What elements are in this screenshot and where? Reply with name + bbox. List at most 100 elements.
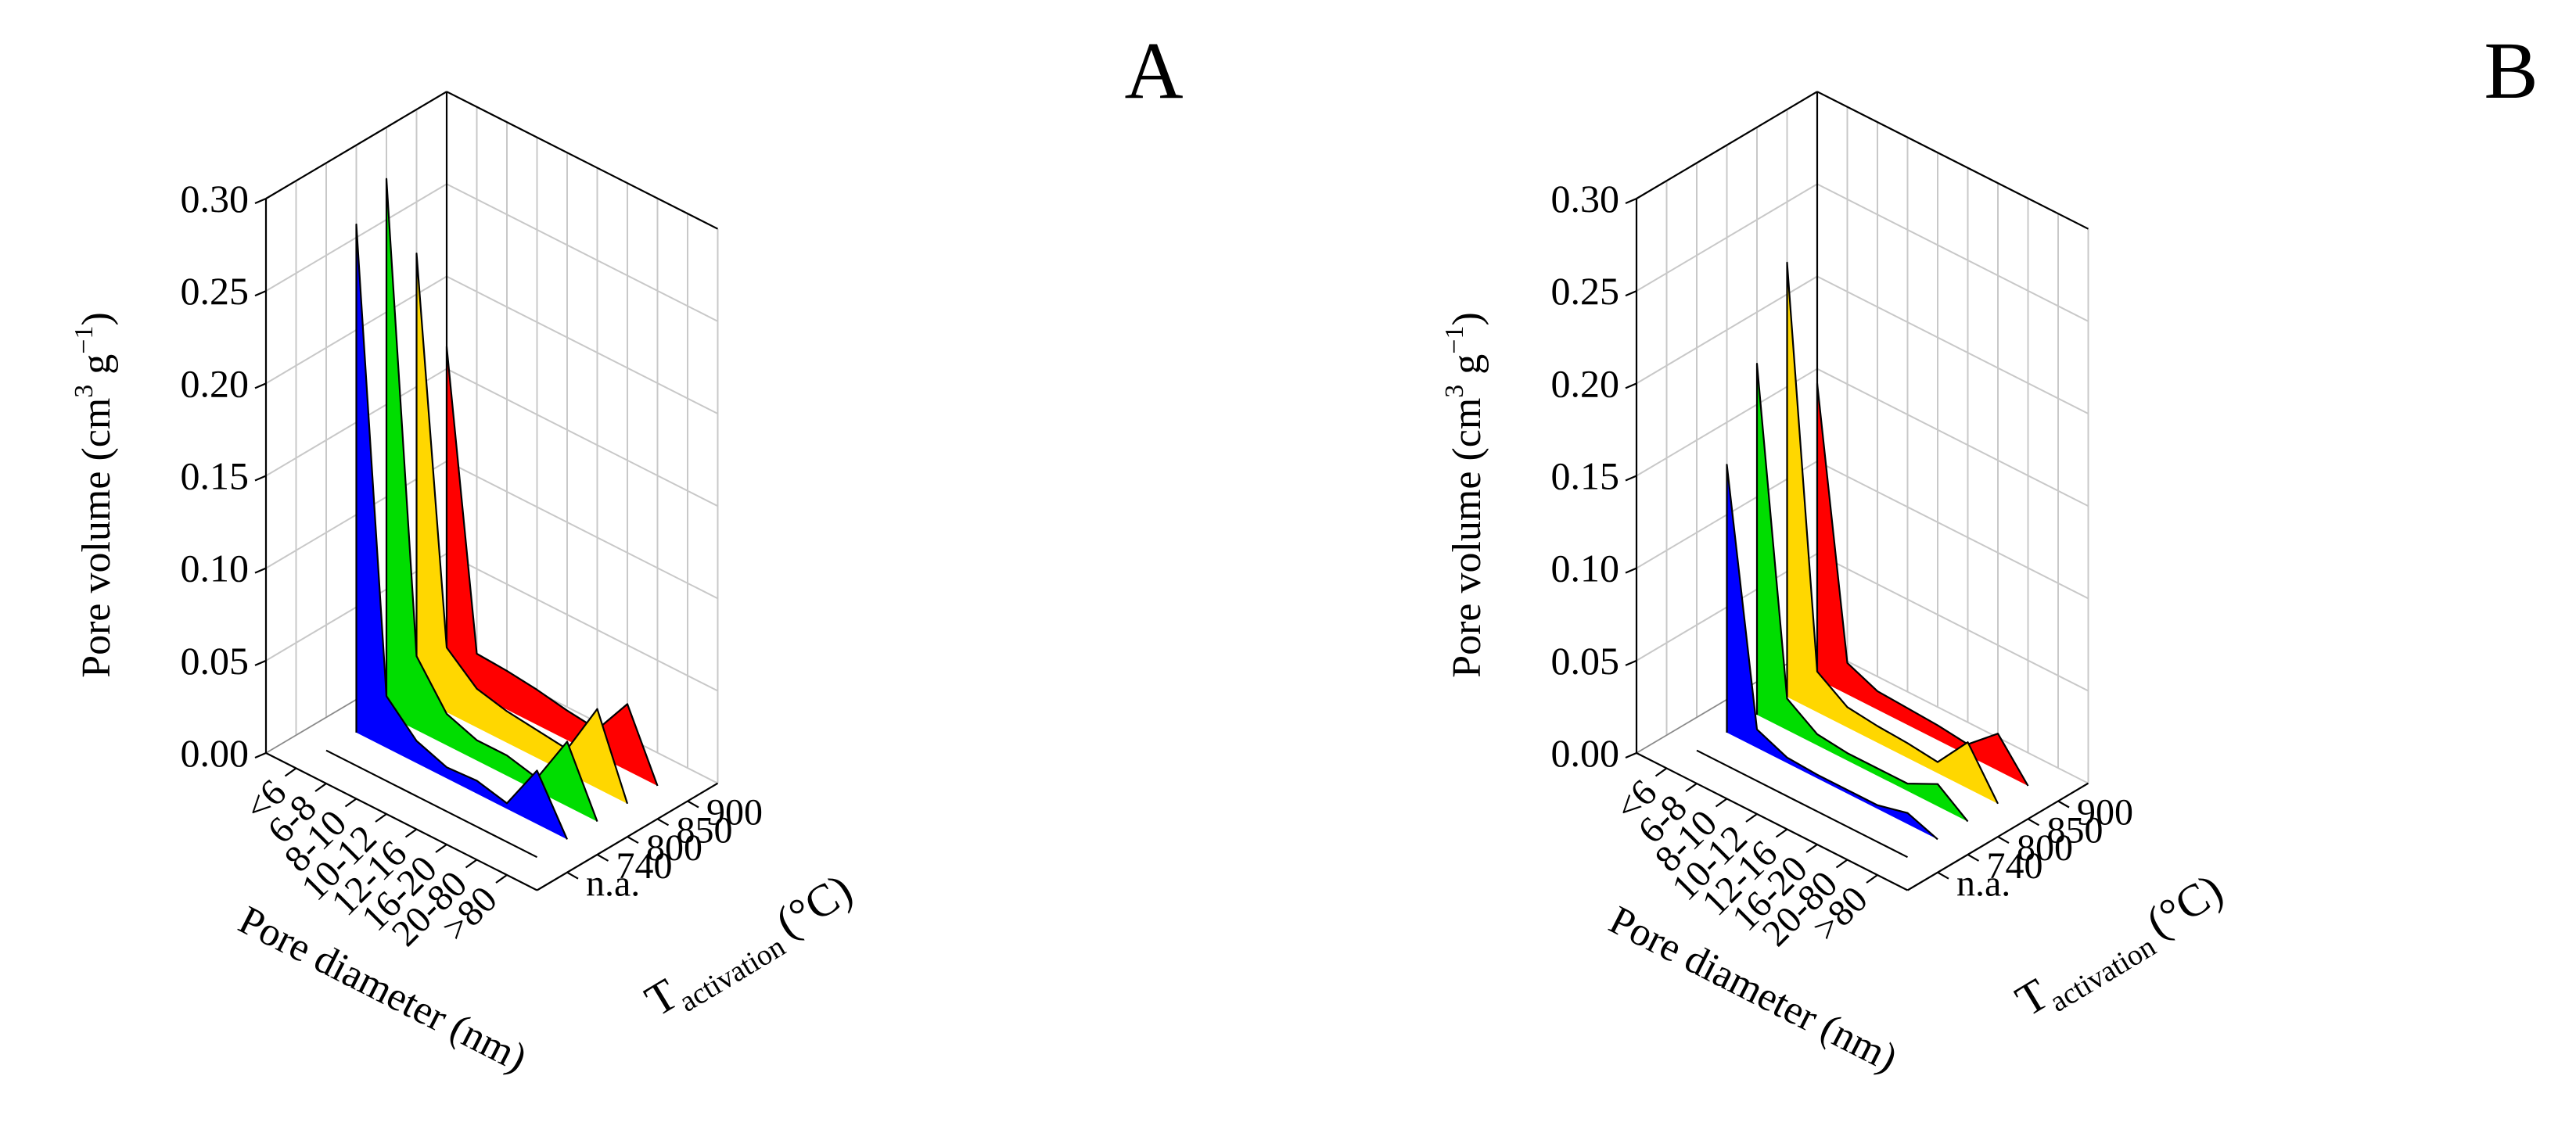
area-850 [416,253,627,804]
z-tick [254,197,267,205]
z-tick [254,475,267,482]
grid-line [446,275,718,414]
y-tick [2027,818,2040,827]
back-wall-grid [1636,91,2089,784]
grid-line [1816,275,2089,414]
z-tick [1625,197,1637,205]
series-850 [1786,261,1999,805]
z-tick-label: 0.30 [1551,177,1620,221]
z-tick [1625,567,1637,574]
z-tick-label: 0.15 [1551,454,1620,498]
z-axis-title-sup: 3 [70,385,99,398]
z-axis-title-sup: 3 [1440,385,1469,398]
y-tick [1937,871,1949,880]
z-axis-title-text: ) [74,312,119,325]
z-tick-label: 0.15 [181,454,250,498]
grid-line [446,553,718,692]
y-tick-label: 740 [1987,845,2043,887]
series-900 [1816,382,2029,787]
z-axis-title: Pore volume (cm3 g−1) [1440,312,1489,678]
series-line-900 [445,346,659,787]
chart-panel-b: 0.000.050.100.150.200.250.30<66-88-1010-… [1440,26,2538,1081]
grid-line [446,183,718,322]
z-tick [1625,382,1637,389]
grid-line [1816,368,2089,507]
grid-line [1816,553,2089,692]
y-tick-label: 740 [616,845,673,887]
x-axis [1636,752,1908,891]
series-line-900 [1816,382,2029,787]
x-tick [284,767,297,777]
z-tick [1625,475,1637,482]
y-tick [656,818,670,827]
x-tick [1775,828,1788,838]
area-900 [447,346,658,787]
grid-line [1816,645,2089,784]
x-tick [314,783,327,792]
series-line-800 [385,178,598,822]
z-axis-title-text: g [1445,354,1489,385]
y-tick [2057,800,2070,809]
z-axis-title-text: Pore volume (cm [74,398,119,678]
z-axis-title: Pore volume (cm3 g−1) [70,312,119,678]
y-axis-title: Tactivation (°C) [637,863,865,1032]
series-740 [1726,464,1938,841]
z-axis-title-text: g [74,354,119,385]
grid-line [446,368,718,507]
grid-line [446,460,718,600]
z-axis-title-sup: −1 [70,326,99,354]
y-tick-label: n.a. [586,863,640,905]
y-tick-label: 850 [2047,809,2104,851]
series-line-n.a. [1696,749,1908,859]
series-areas [325,178,659,859]
y-tick-label: 800 [646,827,702,869]
y-tick [566,871,579,880]
x-tick [1685,783,1698,792]
panel-label: A [1124,26,1183,116]
x-tick [1654,767,1668,777]
x-tick [1805,844,1818,853]
x-tick [404,828,418,838]
wall-edge [1636,91,1818,199]
y-tick-label: 850 [677,809,733,851]
series-n.a. [1696,749,1908,859]
y-tick-label: 900 [706,792,763,834]
grid-line [1816,183,2089,322]
x-tick [465,859,478,869]
z-tick [254,382,267,389]
z-tick-label: 0.05 [1551,639,1620,683]
chart-panel-a: 0.000.050.100.150.200.250.30<66-88-1010-… [70,26,1184,1081]
z-tick [254,290,267,297]
series-line-740 [355,223,569,840]
y-tick [1997,836,2010,844]
y-tick [1967,853,1980,862]
y-tick [627,836,639,844]
y-tick-label: 900 [2077,792,2133,834]
y-tick-label: 800 [2017,827,2073,869]
series-850 [415,253,629,805]
z-tick [1625,659,1637,666]
x-tick [435,844,447,853]
z-axis-title-text: Pore volume (cm [1445,398,1489,678]
z-tick-label: 0.25 [181,269,250,313]
z-tick [1625,290,1637,297]
series-line-850 [415,253,629,805]
x-tick [1715,798,1728,808]
z-tick-label: 0.20 [1551,361,1620,405]
series-n.a. [325,749,537,859]
series-line-n.a. [325,749,537,859]
z-tick-label: 0.20 [181,361,250,405]
z-tick [1625,751,1637,759]
series-line-800 [1755,363,1969,823]
y-axis-title-sub: activation [674,927,797,1019]
series-800 [385,178,598,822]
y-axis-title-sub: activation [2044,927,2168,1019]
x-axis [265,752,537,891]
series-900 [445,346,659,787]
panel-label: B [2484,26,2538,116]
y-tick-label: n.a. [1956,863,2010,905]
z-tick-label: 0.10 [181,547,250,590]
y-tick [596,853,609,862]
x-tick [344,798,357,808]
